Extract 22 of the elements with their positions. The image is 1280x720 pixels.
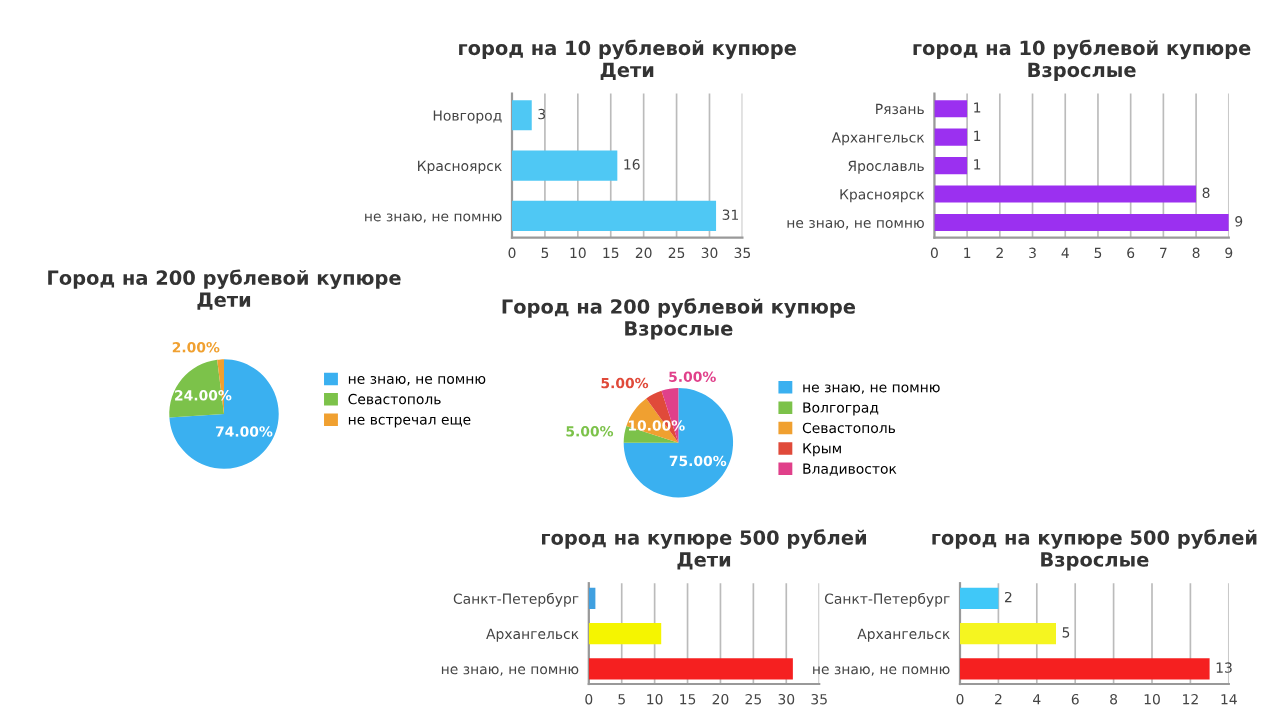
bar	[960, 658, 1210, 680]
bar	[512, 100, 532, 131]
chart-title: Город на 200 рублевой купюре Дети	[48, 269, 401, 310]
bar	[512, 200, 717, 232]
bar	[588, 587, 596, 609]
pie-slice	[623, 388, 734, 498]
bar	[934, 157, 968, 175]
bar	[588, 658, 793, 680]
chart-title: город на купюре 500 рублей Взрослые	[932, 529, 1257, 571]
chart-title: город на 10 рублевой купюре Взрослые	[913, 39, 1251, 81]
pie-slice	[169, 359, 279, 469]
bar	[960, 623, 1056, 645]
bar	[588, 623, 662, 645]
chart-title: город на купюре 500 рублей Дети	[542, 529, 866, 570]
bar	[934, 100, 968, 118]
chart-title: город на 10 рублевой купюре Дети	[459, 39, 796, 80]
bar	[960, 587, 999, 609]
bar	[512, 150, 618, 181]
bar	[934, 128, 968, 146]
bar	[934, 185, 1197, 203]
chart-title: Город на 200 рублевой купюре Взрослые	[502, 298, 856, 340]
bar	[934, 213, 1229, 232]
